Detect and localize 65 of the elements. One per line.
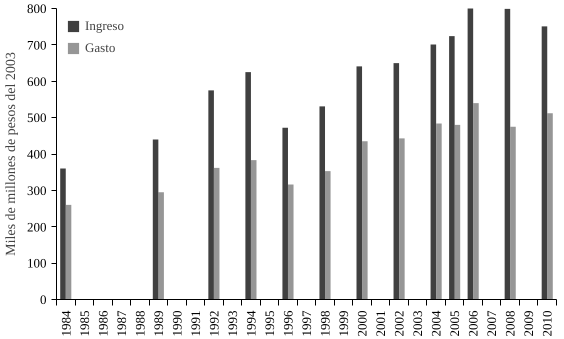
bar [542, 26, 548, 300]
y-tick-label: 200 [27, 219, 46, 234]
bar [288, 184, 294, 300]
x-tick-label: 1994 [243, 310, 258, 336]
y-tick-label: 0 [40, 292, 46, 307]
bar [504, 8, 510, 300]
bar [399, 138, 405, 300]
bar [66, 204, 72, 300]
bar [250, 160, 256, 300]
x-tick-label: 1990 [169, 310, 184, 336]
legend-label: Ingreso [85, 18, 124, 34]
x-tick-label: 1997 [299, 310, 314, 336]
y-tick-label: 100 [27, 256, 46, 271]
x-tick-label: 2008 [502, 310, 518, 336]
y-tick-label: 700 [27, 37, 46, 52]
x-tick-label: 1999 [336, 310, 352, 336]
bar [319, 106, 326, 300]
y-tick-label: 800 [27, 1, 46, 16]
bar [473, 103, 479, 300]
x-tick-label: 2007 [484, 310, 500, 336]
bar [208, 90, 214, 300]
bar [454, 124, 460, 300]
bar [158, 192, 164, 300]
bar [325, 171, 331, 300]
x-tick-label: 2001 [373, 310, 388, 336]
bar [394, 63, 400, 300]
y-tick-label: 500 [27, 110, 46, 126]
x-tick-label: 2003 [410, 310, 426, 336]
x-tick-label: 1989 [150, 310, 166, 336]
x-tick-label: 1992 [206, 310, 222, 336]
bar [356, 66, 362, 300]
bar [282, 128, 288, 300]
bar [152, 139, 158, 300]
x-tick-label: 1996 [280, 310, 296, 336]
bar [547, 113, 553, 300]
x-tick-label: 2010 [540, 310, 555, 336]
bar [468, 8, 474, 300]
y-tick-label: 600 [27, 74, 46, 89]
x-tick-label: 1998 [318, 310, 333, 336]
x-tick-label: 1993 [224, 310, 240, 336]
legend-label: Gasto [85, 40, 116, 56]
x-tick-label: 1984 [58, 310, 74, 336]
x-tick-label: 2004 [428, 310, 444, 336]
bar [436, 123, 442, 300]
bar [430, 44, 436, 300]
x-tick-label: 1987 [114, 310, 129, 336]
bar [362, 141, 368, 300]
x-tick-label: 2002 [392, 310, 407, 336]
x-tick-label: 1985 [76, 310, 92, 336]
x-tick-label: 2009 [521, 310, 536, 336]
bar [214, 168, 220, 300]
x-tick-label: 1991 [188, 310, 203, 336]
bar [245, 72, 251, 300]
bar [449, 36, 455, 300]
bar [510, 126, 516, 300]
x-tick-label: 1988 [132, 310, 148, 336]
x-tick-label: 2000 [354, 310, 370, 336]
x-tick-label: 2006 [466, 310, 481, 336]
y-axis-title: Miles de millones de pesos del 2003 [4, 52, 19, 256]
x-tick-label: 1995 [262, 310, 277, 336]
bar [60, 168, 66, 300]
x-tick-label: 2005 [447, 310, 462, 336]
y-tick-label: 400 [27, 146, 46, 162]
y-tick-label: 300 [27, 182, 46, 198]
x-tick-label: 1986 [95, 310, 110, 336]
